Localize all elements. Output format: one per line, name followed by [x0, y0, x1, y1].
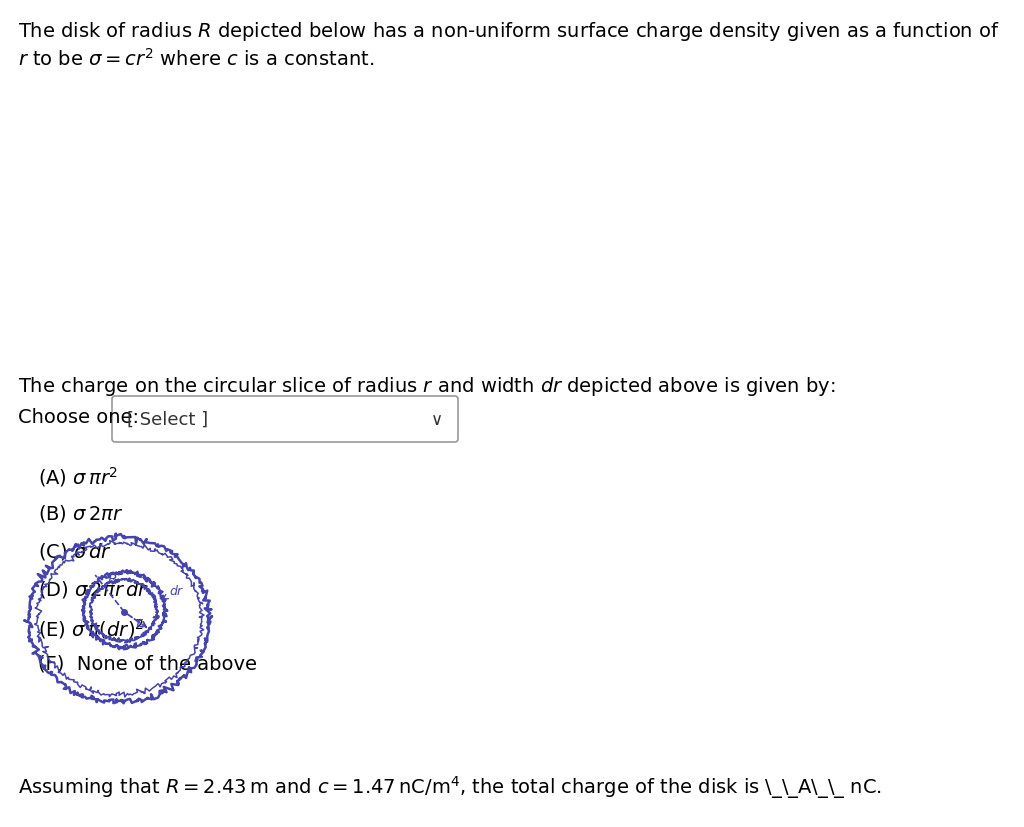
- Text: The charge on the circular slice of radius $r$ and width $dr$ depicted above is : The charge on the circular slice of radi…: [18, 375, 836, 398]
- Text: $r$ to be $\sigma = cr^2$ where $c$ is a constant.: $r$ to be $\sigma = cr^2$ where $c$ is a…: [18, 48, 374, 69]
- Text: [ Select ]: [ Select ]: [127, 410, 208, 428]
- FancyBboxPatch shape: [112, 396, 458, 442]
- Text: Assuming that $R = 2.43\,\mathrm{m}$ and $c = 1.47\,\mathrm{nC/m^4}$, the total : Assuming that $R = 2.43\,\mathrm{m}$ and…: [18, 773, 882, 800]
- Text: (B) $\sigma\, 2\pi r$: (B) $\sigma\, 2\pi r$: [38, 502, 124, 523]
- Text: (E) $\sigma\, \pi (dr)^2$: (E) $\sigma\, \pi (dr)^2$: [38, 616, 144, 640]
- Text: $R$: $R$: [106, 572, 118, 586]
- Text: (A) $\sigma\, \pi r^2$: (A) $\sigma\, \pi r^2$: [38, 465, 118, 488]
- Text: The disk of radius $R$ depicted below has a non-uniform surface charge density g: The disk of radius $R$ depicted below ha…: [18, 20, 999, 43]
- Text: ∨: ∨: [431, 410, 443, 428]
- Text: $r$: $r$: [135, 615, 144, 630]
- Text: (F)  None of the above: (F) None of the above: [38, 654, 257, 673]
- Text: $dr$: $dr$: [163, 583, 184, 600]
- Text: (D) $\sigma\, 2\pi r\, dr$: (D) $\sigma\, 2\pi r\, dr$: [38, 578, 148, 600]
- Text: Choose one:: Choose one:: [18, 408, 139, 427]
- Text: (C) $\sigma\, dr$: (C) $\sigma\, dr$: [38, 540, 112, 562]
